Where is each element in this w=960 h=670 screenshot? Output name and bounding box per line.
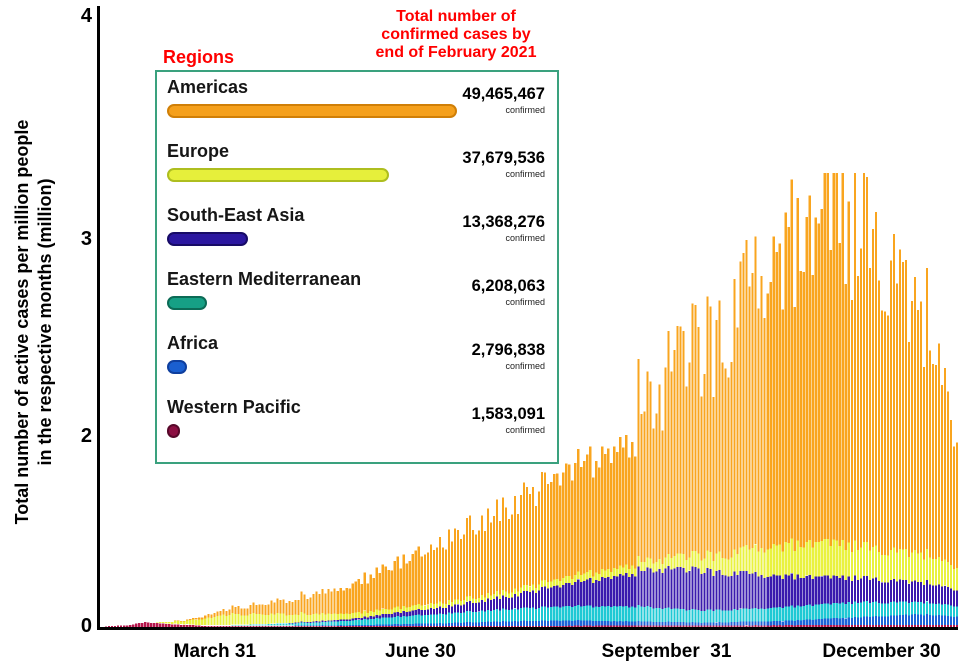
legend-row: Africa 2,796,838 confirmed [167,330,547,394]
legend-region-bar [167,104,457,118]
legend-cases-header-line2: confirmed cases by [381,26,531,43]
y-axis-title-line1: Total number of active cases per million… [12,119,32,525]
legend-region-name: Africa [167,333,219,353]
y-axis-line [97,6,100,630]
legend-region-bar [167,424,180,438]
legend-row-right: 13,368,276 confirmed [462,213,545,243]
legend-region-cases: 37,679,536 [462,149,545,167]
legend-region-cases: 1,583,091 [471,405,545,423]
legend-region-cases: 49,465,467 [462,85,545,103]
legend-row-right: 6,208,063 confirmed [472,277,545,307]
legend-row-right: 49,465,467 confirmed [462,85,545,115]
legend-row-left: Western Pacific [167,394,547,438]
legend-region-cases: 13,368,276 [462,213,545,231]
legend-region-name: Europe [167,141,230,161]
legend-row: Eastern Mediterranean 6,208,063 confirme… [167,266,547,330]
legend-rows: Americas 49,465,467 confirmed Europe 37,… [167,74,547,458]
legend-cases-header-line3: end of February 2021 [375,44,537,61]
legend-region-bar [167,232,248,246]
x-tick-label: June 30 [385,641,456,662]
legend-region-name: Americas [167,77,249,97]
legend-row-right: 37,679,536 confirmed [462,149,545,179]
legend-confirmed-label: confirmed [505,233,545,243]
legend-confirmed-label: confirmed [505,425,545,435]
y-axis-title-line2: in the respective months (million) [35,178,55,466]
legend-cases-header-line1: Total number of [396,8,516,25]
legend-box: Americas 49,465,467 confirmed Europe 37,… [155,70,559,464]
legend-row-right: 1,583,091 confirmed [472,405,545,435]
legend-row-right: 2,796,838 confirmed [472,341,545,371]
legend-row-left: Africa [167,330,547,374]
legend-row-left: Americas [167,74,547,118]
legend-row: Americas 49,465,467 confirmed [167,74,547,138]
legend-row-left: South-East Asia [167,202,547,246]
legend-confirmed-label: confirmed [505,169,545,179]
legend-region-name: Western Pacific [167,397,301,417]
y-tick-label: 4 [80,5,92,27]
legend-title: Regions [163,47,235,67]
legend-row: South-East Asia 13,368,276 confirmed [167,202,547,266]
legend-row: Europe 37,679,536 confirmed [167,138,547,202]
axes-group [97,6,958,630]
x-axis-line [97,627,958,630]
legend-confirmed-label: confirmed [505,105,545,115]
legend-row-left: Europe [167,138,547,182]
legend-confirmed-label: confirmed [505,297,545,307]
legend-region-bar [167,168,389,182]
legend-region-name: Eastern Mediterranean [167,269,362,289]
x-tick-label: September 31 [601,641,732,662]
y-tick-label: 2 [80,425,92,447]
legend-region-bar [167,296,207,310]
legend-confirmed-label: confirmed [505,361,545,371]
y-axis-title: Total number of active cases per million… [11,12,57,632]
legend-region-cases: 6,208,063 [471,277,545,295]
legend-row: Western Pacific 1,583,091 confirmed [167,394,547,458]
legend-region-cases: 2,796,838 [471,341,545,359]
legend-cases-header: Total number of confirmed cases by end o… [348,8,564,62]
legend-region-bar [167,360,187,374]
legend-row-left: Eastern Mediterranean [167,266,547,310]
x-tick-label: March 31 [173,641,257,662]
bars-group [105,173,959,627]
y-tick-label: 3 [80,228,92,250]
y-tick-label: 0 [80,615,92,637]
legend-region-name: South-East Asia [167,205,305,225]
x-tick-label: December 30 [822,641,941,662]
